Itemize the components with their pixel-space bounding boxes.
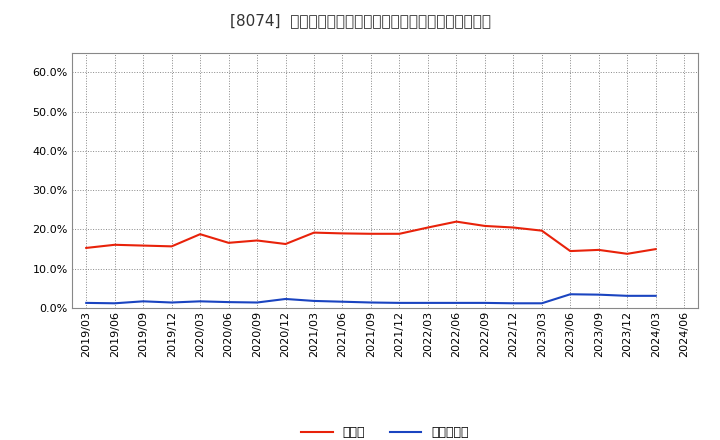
現頲金 (652, 246, 660, 252)
現頲金 (423, 225, 432, 230)
有利子負債 (566, 292, 575, 297)
有利子負債 (595, 292, 603, 297)
現頲金 (196, 231, 204, 237)
現頲金 (310, 230, 318, 235)
現頲金 (82, 245, 91, 250)
現頲金 (537, 228, 546, 233)
現頲金 (452, 219, 461, 224)
有利子負債 (167, 300, 176, 305)
有利子負債 (310, 298, 318, 304)
有利子負債 (423, 300, 432, 305)
現頲金 (395, 231, 404, 236)
現頲金 (225, 240, 233, 246)
現頲金 (110, 242, 119, 247)
現頲金 (282, 242, 290, 247)
Line: 有利子負債: 有利子負債 (86, 294, 656, 303)
現頲金 (139, 243, 148, 248)
Legend: 現頲金, 有利子負債: 現頲金, 有利子負債 (297, 422, 474, 440)
有利子負債 (623, 293, 631, 298)
現頲金 (253, 238, 261, 243)
有利子負債 (225, 300, 233, 305)
現頲金 (595, 247, 603, 253)
Line: 現頲金: 現頲金 (86, 222, 656, 254)
有利子負債 (537, 301, 546, 306)
有利子負債 (110, 301, 119, 306)
有利子負債 (196, 299, 204, 304)
有利子負債 (253, 300, 261, 305)
有利子負債 (395, 300, 404, 305)
有利子負債 (480, 300, 489, 305)
現頲金 (167, 244, 176, 249)
有利子負債 (452, 300, 461, 305)
有利子負債 (509, 301, 518, 306)
有利子負債 (338, 299, 347, 304)
現頲金 (509, 225, 518, 230)
現頲金 (338, 231, 347, 236)
有利子負債 (282, 296, 290, 301)
現頲金 (480, 224, 489, 229)
有利子負債 (366, 300, 375, 305)
有利子負債 (652, 293, 660, 298)
現頲金 (623, 251, 631, 257)
Text: [8074]  現頲金、有利子負債の総資産に対する比率の推移: [8074] 現頲金、有利子負債の総資産に対する比率の推移 (230, 13, 490, 28)
現頲金 (366, 231, 375, 236)
現頲金 (566, 249, 575, 254)
有利子負債 (82, 300, 91, 305)
有利子負債 (139, 299, 148, 304)
